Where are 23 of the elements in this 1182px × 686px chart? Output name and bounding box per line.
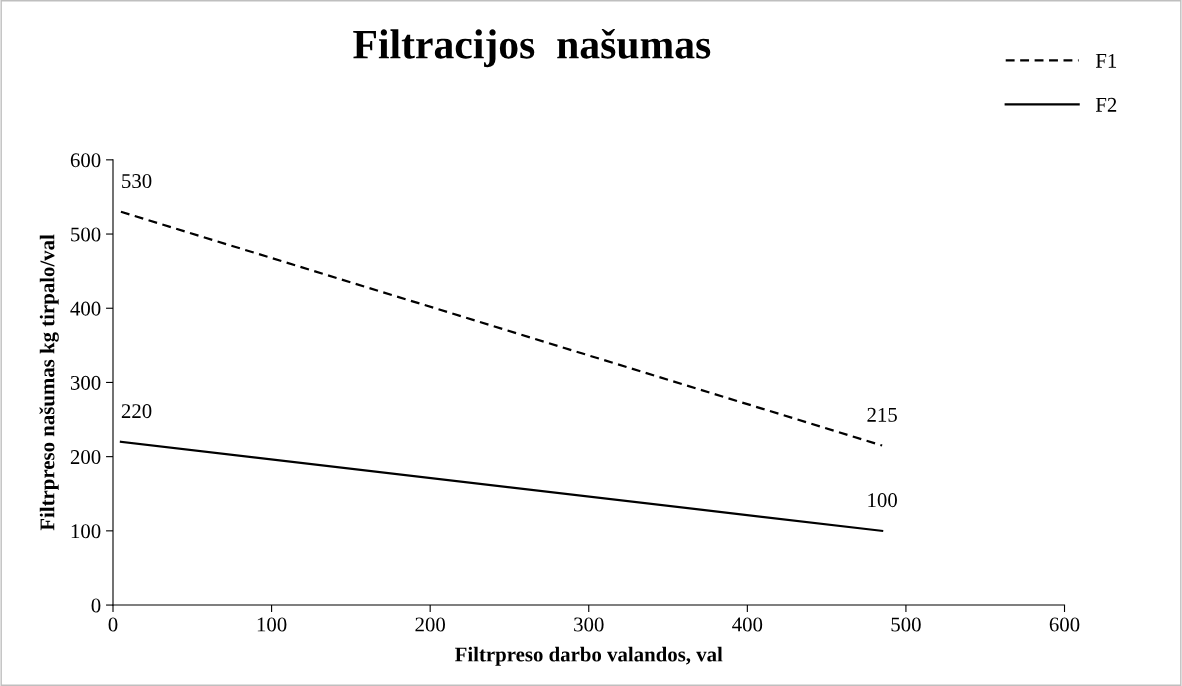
data-label: 220 <box>121 404 152 419</box>
x-tick-label: 400 <box>732 617 763 632</box>
y-tick-label: 500 <box>71 227 101 242</box>
y-tick-label: 100 <box>71 524 101 539</box>
x-tick-label: 200 <box>415 617 445 632</box>
y-tick-label: 400 <box>70 301 101 316</box>
x-axis-title: Filtrpreso darbo valandos, val <box>455 646 723 666</box>
y-tick-label: 200 <box>70 450 101 465</box>
y-tick-label: 600 <box>70 153 101 168</box>
y-tick-label: 0 <box>91 598 101 613</box>
y-tick-label: 300 <box>70 375 101 390</box>
x-tick-label: 100 <box>257 617 287 632</box>
data-label: 100 <box>868 493 897 508</box>
data-label: 215 <box>867 407 897 422</box>
data-label: 530 <box>122 174 152 189</box>
x-tick-label: 600 <box>1049 617 1080 632</box>
y-axis-title: Filtrpreso našumas kg tirpalo/val <box>39 234 59 531</box>
x-tick-label: 300 <box>574 617 604 632</box>
chart-title: Filtracijos našumas <box>353 28 711 68</box>
legend-label: F1 <box>1095 53 1117 68</box>
x-tick-label: 0 <box>108 617 118 632</box>
x-tick-label: 500 <box>891 617 921 632</box>
legend-label: F2 <box>1095 97 1117 112</box>
